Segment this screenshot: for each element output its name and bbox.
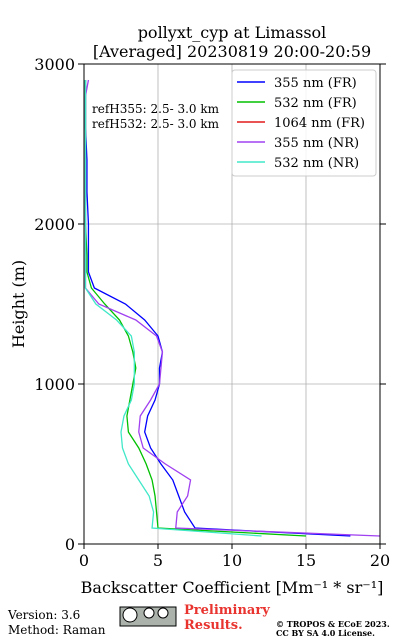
license: © TROPOS & ECoE 2023. (276, 619, 390, 629)
legend-label: 355 nm (NR) (274, 136, 359, 151)
notice-line: Results. (184, 618, 243, 633)
x-tick-label: 5 (153, 551, 163, 570)
chart-title: pollyxt_cyp at Limassol (138, 23, 327, 42)
cc-icon (119, 606, 177, 627)
y-tick-label: 2000 (34, 215, 75, 234)
version: Version: 3.6 (7, 608, 80, 622)
license: CC BY SA 4.0 License. (276, 628, 375, 638)
x-tick-label: 15 (296, 551, 316, 570)
method: Method: Raman (8, 623, 106, 637)
y-tick-label: 0 (65, 535, 75, 554)
profile-line (84, 80, 262, 537)
legend-label: 355 nm (FR) (274, 76, 357, 91)
x-axis-label: Backscatter Coefficient [Mm⁻¹ * sr⁻¹] (81, 578, 384, 597)
y-tick-label: 1000 (34, 375, 75, 394)
x-tick-label: 10 (222, 551, 242, 570)
legend-label: 532 nm (FR) (274, 96, 357, 111)
plot-frame (83, 63, 381, 545)
y-tick-label: 3000 (34, 55, 75, 74)
legend-label: 532 nm (NR) (274, 156, 359, 171)
annotation: refH355: 2.5- 3.0 km (92, 102, 220, 116)
chart-subtitle: [Averaged] 20230819 20:00-20:59 (93, 42, 371, 61)
y-axis-label: Height (m) (9, 260, 28, 348)
legend-box (231, 69, 377, 177)
x-tick-label: 20 (370, 551, 390, 570)
legend: 355 nm (FR) 532 nm (FR) 1064 nm (FR) 355 nm… (231, 69, 377, 177)
notice-line: Preliminary (184, 603, 270, 618)
x-tick-label: 0 (79, 551, 89, 570)
annotation: refH532: 2.5- 3.0 km (92, 117, 220, 131)
legend-label: 1064 nm (FR) (274, 116, 365, 131)
notice: Preliminary Results. (184, 603, 270, 633)
